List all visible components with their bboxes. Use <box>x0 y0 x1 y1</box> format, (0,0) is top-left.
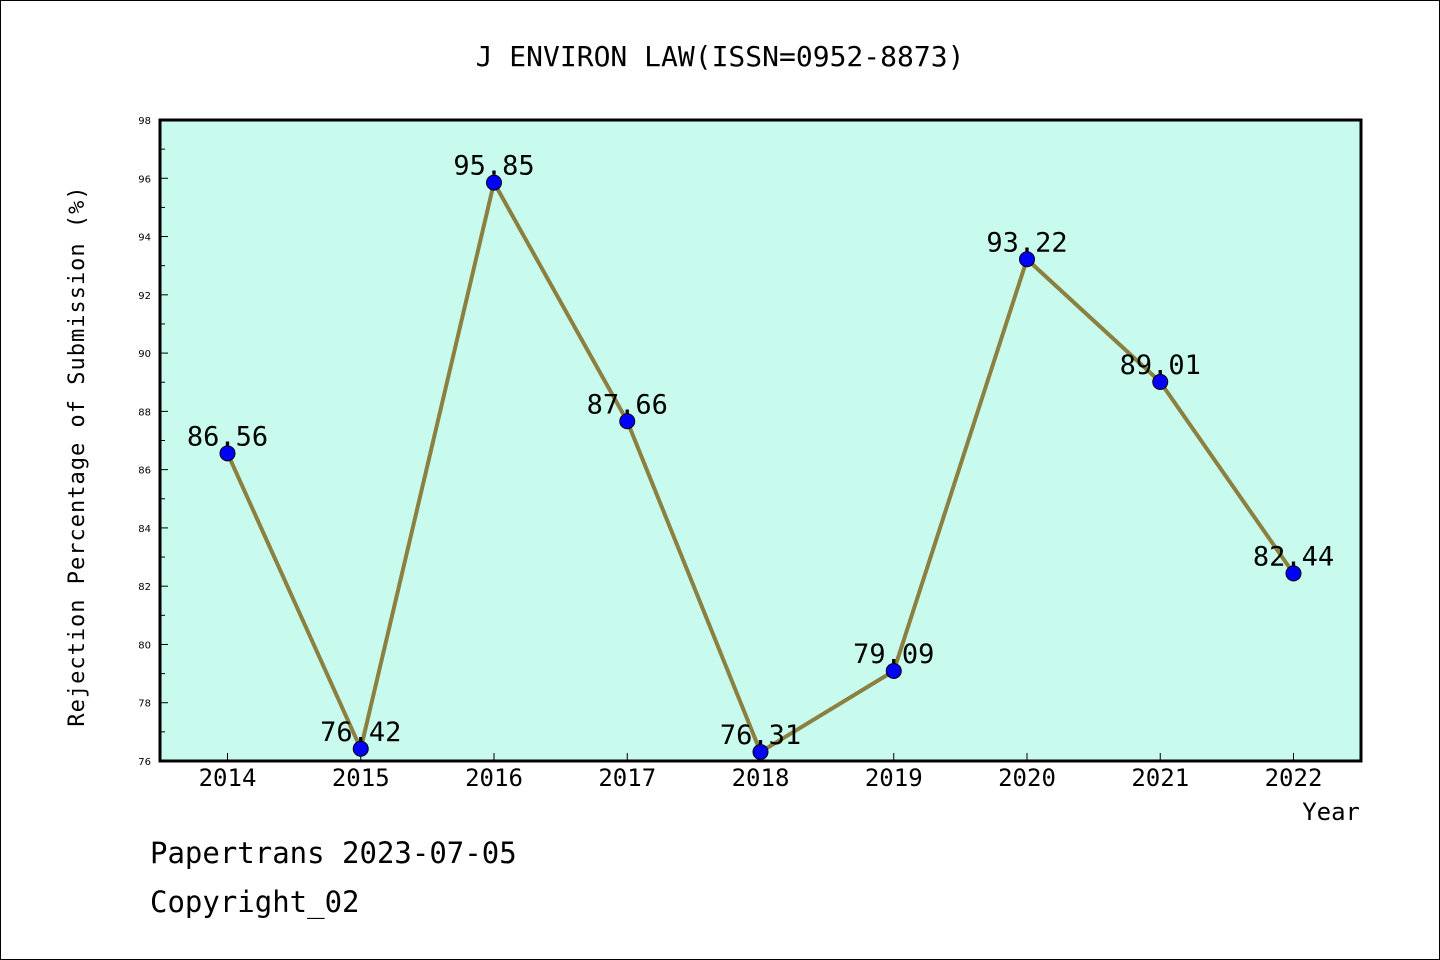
y-tick-label: 96 <box>138 174 151 185</box>
x-tick-label: 2014 <box>199 764 257 792</box>
footer-copyright-text: Copyright_02 <box>150 885 360 919</box>
data-point <box>1152 373 1169 390</box>
data-label: 82.44 <box>1253 541 1334 572</box>
x-tick-label: 2015 <box>332 764 390 792</box>
data-label: 86.56 <box>187 421 268 452</box>
x-tick-label: 2017 <box>598 764 656 792</box>
x-tick-label: 2016 <box>465 764 523 792</box>
data-point <box>1285 565 1302 582</box>
data-markers <box>219 174 1302 760</box>
data-label: 79.09 <box>853 639 934 670</box>
data-label: 87.66 <box>587 389 668 420</box>
y-axis: 76 78 80 82 84 86 88 90 92 94 96 98 <box>138 116 168 768</box>
data-point <box>1019 251 1035 268</box>
data-labels: 86.56 76.42 95.85 87.66 76.31 79.09 93.22 89.01… <box>187 151 1334 751</box>
y-tick-label: 94 <box>138 233 151 244</box>
y-tick-label: 80 <box>138 640 151 651</box>
data-point <box>885 662 902 679</box>
data-point <box>352 740 369 757</box>
y-axis-label: Rejection Percentage of Submission (%) <box>65 185 90 726</box>
y-tick-label: 92 <box>138 291 151 302</box>
data-point <box>486 174 502 191</box>
x-tick-label: 2021 <box>1131 764 1189 792</box>
data-label: 76.31 <box>720 720 801 751</box>
x-tick-label: 2020 <box>998 764 1056 792</box>
data-label: 76.42 <box>320 717 401 748</box>
y-tick-label: 86 <box>138 466 151 477</box>
y-tick-label: 84 <box>138 524 151 535</box>
data-point <box>219 445 236 462</box>
y-tick-label: 82 <box>138 582 151 593</box>
data-point <box>752 743 769 760</box>
x-tick-label: 2019 <box>865 764 923 792</box>
data-label: 89.01 <box>1120 350 1201 381</box>
y-tick-label: 98 <box>138 116 151 127</box>
data-label: 95.85 <box>453 151 534 182</box>
data-label: 93.22 <box>986 227 1067 258</box>
x-tick-label: 2022 <box>1265 764 1323 792</box>
chart-title: J ENVIRON LAW(ISSN=0952-8873) <box>476 40 965 73</box>
footer-date-text: Papertrans 2023-07-05 <box>150 836 517 870</box>
data-point <box>619 413 636 430</box>
plot-area <box>158 118 1363 763</box>
x-axis-label: Year <box>1302 798 1360 826</box>
x-axis: 2014 2015 2016 2017 2018 2019 2020 2021 2022 <box>199 753 1323 792</box>
y-tick-label: 76 <box>138 757 151 768</box>
y-tick-label: 78 <box>138 699 151 710</box>
x-tick-label: 2018 <box>732 764 790 792</box>
y-tick-label: 90 <box>138 349 151 360</box>
y-tick-label: 88 <box>138 407 151 418</box>
